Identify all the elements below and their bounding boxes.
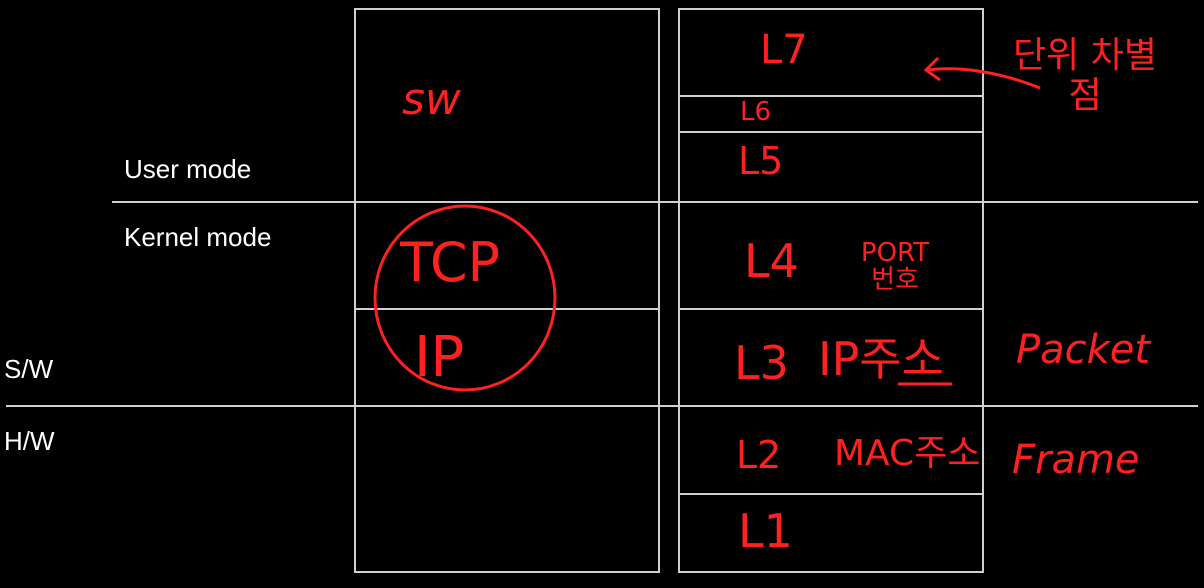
sw-handwritten-note: sw — [402, 74, 461, 125]
layer-l7: L7 — [760, 27, 808, 73]
layer-l1: L1 — [738, 504, 793, 558]
layer-l6: L6 — [740, 97, 772, 127]
arrow-to-l7 — [927, 67, 1041, 90]
tcp-handwritten: TCP — [400, 231, 501, 294]
layer-l3: L3 — [734, 336, 789, 390]
kernel-mode-label: Kernel mode — [124, 222, 272, 252]
osi-layer-stack — [678, 8, 984, 573]
layer-divider-l4-l3 — [678, 308, 984, 310]
user-kernel-divider — [112, 201, 1198, 203]
tcp-ip-circle — [373, 204, 557, 392]
layer-l3-note: IP주소 — [818, 332, 944, 386]
left-stack-box — [354, 8, 660, 573]
layer-l4-note: PORT 번호 — [860, 238, 930, 296]
frame-note: Frame — [1012, 437, 1140, 483]
left-stack-tcp-ip-divider — [354, 308, 660, 310]
sw-hw-divider — [6, 405, 1198, 407]
user-mode-label: User mode — [124, 154, 252, 184]
layer-divider-l6-l5 — [678, 131, 984, 133]
layer-l2-note: MAC주소 — [834, 433, 981, 474]
layer-l2: L2 — [736, 433, 782, 477]
hw-label: H/W — [4, 426, 55, 456]
arrow-head — [923, 56, 941, 82]
layer-l4: L4 — [744, 234, 799, 288]
sw-label: S/W — [4, 354, 54, 384]
ip-handwritten: IP — [414, 325, 465, 390]
layer-divider-l7-l6 — [678, 95, 984, 97]
unit-diff-note: 단위 차별점 — [1013, 35, 1157, 116]
layer-l5: L5 — [738, 139, 784, 183]
packet-note: Packet — [1016, 327, 1151, 373]
layer-divider-l2-l1 — [678, 493, 984, 495]
